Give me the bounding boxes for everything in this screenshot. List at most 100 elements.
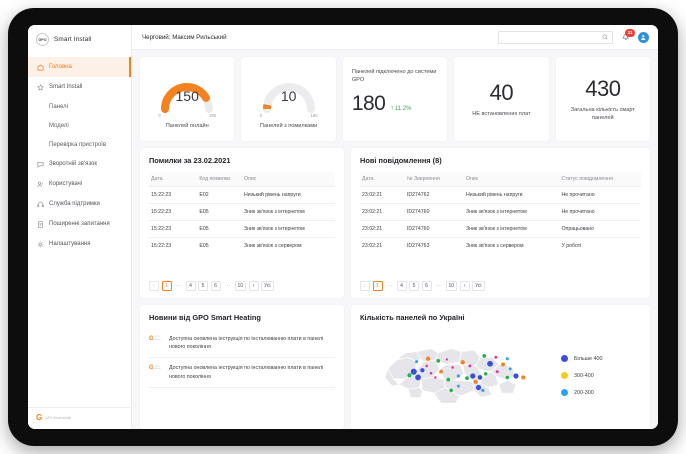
table-row[interactable]: 23:02:21 ID274762 Низький рівень напруги Не…: [360, 186, 641, 204]
map-data-point[interactable]: [501, 361, 506, 366]
map-data-point[interactable]: [481, 388, 485, 392]
map-data-point[interactable]: [495, 369, 499, 373]
map-data-point[interactable]: [456, 373, 460, 378]
map-data-point[interactable]: [468, 363, 472, 367]
table-cell: Зник зв'язок з інтернетом: [241, 203, 335, 221]
map-data-point[interactable]: [429, 371, 433, 374]
pagination-item[interactable]: 1: [161, 281, 172, 291]
map-data-point[interactable]: [473, 379, 478, 384]
map-data-point[interactable]: [410, 368, 417, 375]
map-data-point[interactable]: [434, 375, 437, 379]
map-data-point[interactable]: [449, 388, 453, 392]
map-data-point[interactable]: [456, 384, 460, 388]
search-icon[interactable]: [602, 34, 608, 40]
kpi-value: 180: [351, 91, 386, 115]
pagination-item[interactable]: Усі: [472, 281, 485, 291]
app-screen: GPO Smart Install Головна Smart Install …: [28, 25, 658, 429]
map-data-point[interactable]: [439, 369, 443, 374]
sidebar-item-perevirka-prystroiv[interactable]: Перевірка пристроїв: [49, 141, 107, 148]
table-row[interactable]: 15:22:23 E02 Низький рівень напруги: [149, 186, 335, 204]
map-data-point[interactable]: [460, 359, 465, 364]
map-data-point[interactable]: [436, 358, 441, 363]
table-row[interactable]: 23:02:21 ID274760 Зник зв'язок з інтернето…: [360, 203, 641, 221]
map-data-point[interactable]: [446, 377, 451, 381]
map-data-point[interactable]: [415, 374, 421, 380]
pagination-item[interactable]: 5: [198, 281, 208, 291]
pagination-item[interactable]: 10: [234, 281, 247, 291]
legend-dot-icon: [561, 389, 568, 396]
map-data-point[interactable]: [487, 360, 493, 367]
map-card: Кількість панелей по Україні: [351, 305, 650, 429]
legend-item: 200-300: [561, 389, 641, 396]
map-data-point[interactable]: [425, 356, 431, 361]
sidebar-item-paneli[interactable]: Панелі: [49, 103, 68, 110]
news-item[interactable]: G GPO Smart Доступна оновлена інструкція п…: [149, 329, 335, 359]
table-row[interactable]: 15:22:23 E05 Зник зв'язок з сервером: [149, 237, 335, 254]
column-header: Опис: [463, 172, 560, 187]
map-data-point[interactable]: [494, 355, 498, 359]
map-data-point[interactable]: [475, 384, 482, 390]
pagination-item[interactable]: Усі: [261, 281, 274, 291]
sidebar-item-nalashtuvannia[interactable]: Налаштування: [28, 234, 131, 254]
sidebar-item-label: Зворотній зв'язок: [49, 161, 98, 167]
gauge-errors-value: 10: [280, 87, 297, 104]
pagination-item[interactable]: ‹: [360, 281, 370, 291]
table-row[interactable]: 15:22:23 E05 Зник зв'язок з інтернетом: [149, 220, 335, 238]
sidebar-item-modeli[interactable]: Моделі: [49, 122, 69, 129]
map-data-point[interactable]: [484, 371, 488, 376]
sidebar-item-zvorotnii-zviazok[interactable]: Зворотній зв'язок: [28, 154, 131, 174]
pagination-item[interactable]: 6: [421, 281, 432, 291]
table-row[interactable]: 23:02:21 ID274760 Зник зв'язок з інтернето…: [360, 220, 641, 238]
search-input[interactable]: [504, 34, 602, 40]
map-data-point[interactable]: [477, 374, 483, 380]
pagination-item[interactable]: 10: [445, 281, 458, 291]
sidebar-item-sluzhba-pidtrymky[interactable]: Служба підтримки: [28, 194, 131, 214]
brand[interactable]: GPO Smart Install: [28, 25, 131, 55]
gauge-max: 180: [209, 112, 217, 118]
notifications-button[interactable]: 11: [620, 29, 635, 43]
kpi-card-not-installed: 40 НЕ встановлених плат: [454, 57, 549, 141]
search-box[interactable]: [498, 30, 613, 44]
table-row[interactable]: 23:02:21 ID274763 Зник зв'язок з сервером У…: [360, 237, 641, 254]
pagination-item[interactable]: 6: [210, 281, 221, 291]
map-data-point[interactable]: [521, 374, 526, 379]
pagination-item[interactable]: 5: [409, 281, 419, 291]
news-item[interactable]: G GPO Smart Доступна оновлена інструкція п…: [149, 358, 335, 388]
map-data-point[interactable]: [505, 375, 510, 379]
errors-pagination: ‹ 1 ··· 4 5 6 ··· 10 › Усі: [149, 275, 335, 291]
pagination-item[interactable]: ›: [248, 281, 259, 291]
sidebar-item-smart-install[interactable]: Smart Install: [28, 77, 131, 97]
gauge-min: 0: [259, 112, 262, 118]
pagination-item[interactable]: 4: [396, 281, 407, 291]
ukraine-map[interactable]: [360, 340, 551, 412]
map-data-point[interactable]: [420, 367, 425, 372]
pagination-item[interactable]: ›: [459, 281, 470, 291]
pagination-item[interactable]: 1: [372, 281, 383, 291]
map-data-point[interactable]: [465, 375, 469, 380]
gpo-news-logo-icon: G GPO Smart: [149, 365, 161, 372]
avatar[interactable]: [638, 31, 649, 43]
map-data-point[interactable]: [508, 366, 512, 370]
map-data-point[interactable]: [513, 372, 519, 379]
errors-card-title: Помилки за 23.02.2021: [149, 156, 231, 165]
sidebar-item-golovna[interactable]: Головна: [28, 57, 131, 77]
gpo-news-logo-icon: G GPO Smart: [149, 336, 161, 342]
pagination-item[interactable]: 4: [185, 281, 196, 291]
column-header: № Звернення: [404, 172, 464, 187]
map-data-point[interactable]: [451, 365, 454, 369]
map-data-point[interactable]: [482, 353, 487, 358]
messages-card-title: Нові повідомлення (8): [360, 156, 442, 165]
sidebar-item-poshyrenni-zapytannia[interactable]: Поширенні запитання: [28, 214, 131, 234]
map-data-point[interactable]: [470, 372, 476, 379]
table-row[interactable]: 15:22:23 E05 Зник зв'язок з інтернетом: [149, 203, 335, 221]
map-data-point[interactable]: [415, 359, 419, 363]
map-data-point[interactable]: [425, 364, 428, 367]
brand-name: Smart Install: [54, 36, 92, 43]
map-data-point[interactable]: [445, 357, 449, 361]
pagination-item[interactable]: ‹: [149, 281, 159, 291]
map-data-point[interactable]: [505, 356, 509, 360]
sidebar-item-korystuvachi[interactable]: Користувачі: [28, 174, 131, 194]
sidebar-spacer: [28, 254, 131, 407]
map-data-point[interactable]: [407, 372, 412, 377]
kpi-row: 150 0 180 Панелей онлайн 10: [140, 57, 651, 141]
